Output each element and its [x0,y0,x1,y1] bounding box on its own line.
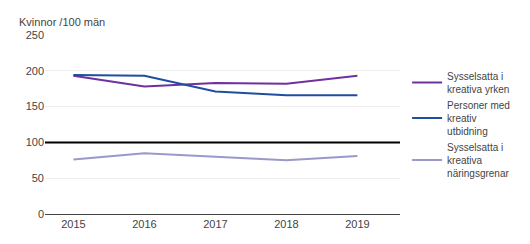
svg-text:2019: 2019 [345,218,369,230]
svg-text:2016: 2016 [132,218,156,230]
svg-text:Kvinnor /100 män: Kvinnor /100 män [19,16,105,28]
svg-text:2017: 2017 [203,218,227,230]
svg-text:Personer medkreativutbidning: Personer medkreativutbidning [447,100,510,137]
svg-text:200: 200 [26,65,44,77]
svg-text:50: 50 [32,172,44,184]
svg-text:Sysselsatta ikreativa yrken: Sysselsatta ikreativa yrken [447,71,509,95]
svg-text:0: 0 [38,208,44,220]
svg-text:2015: 2015 [61,218,85,230]
svg-text:2018: 2018 [274,218,298,230]
svg-text:100: 100 [26,136,44,148]
svg-text:250: 250 [26,29,44,41]
svg-text:150: 150 [26,100,44,112]
svg-text:Sysselsatta ikreativanäringsgr: Sysselsatta ikreativanäringsgrenar [447,142,509,179]
